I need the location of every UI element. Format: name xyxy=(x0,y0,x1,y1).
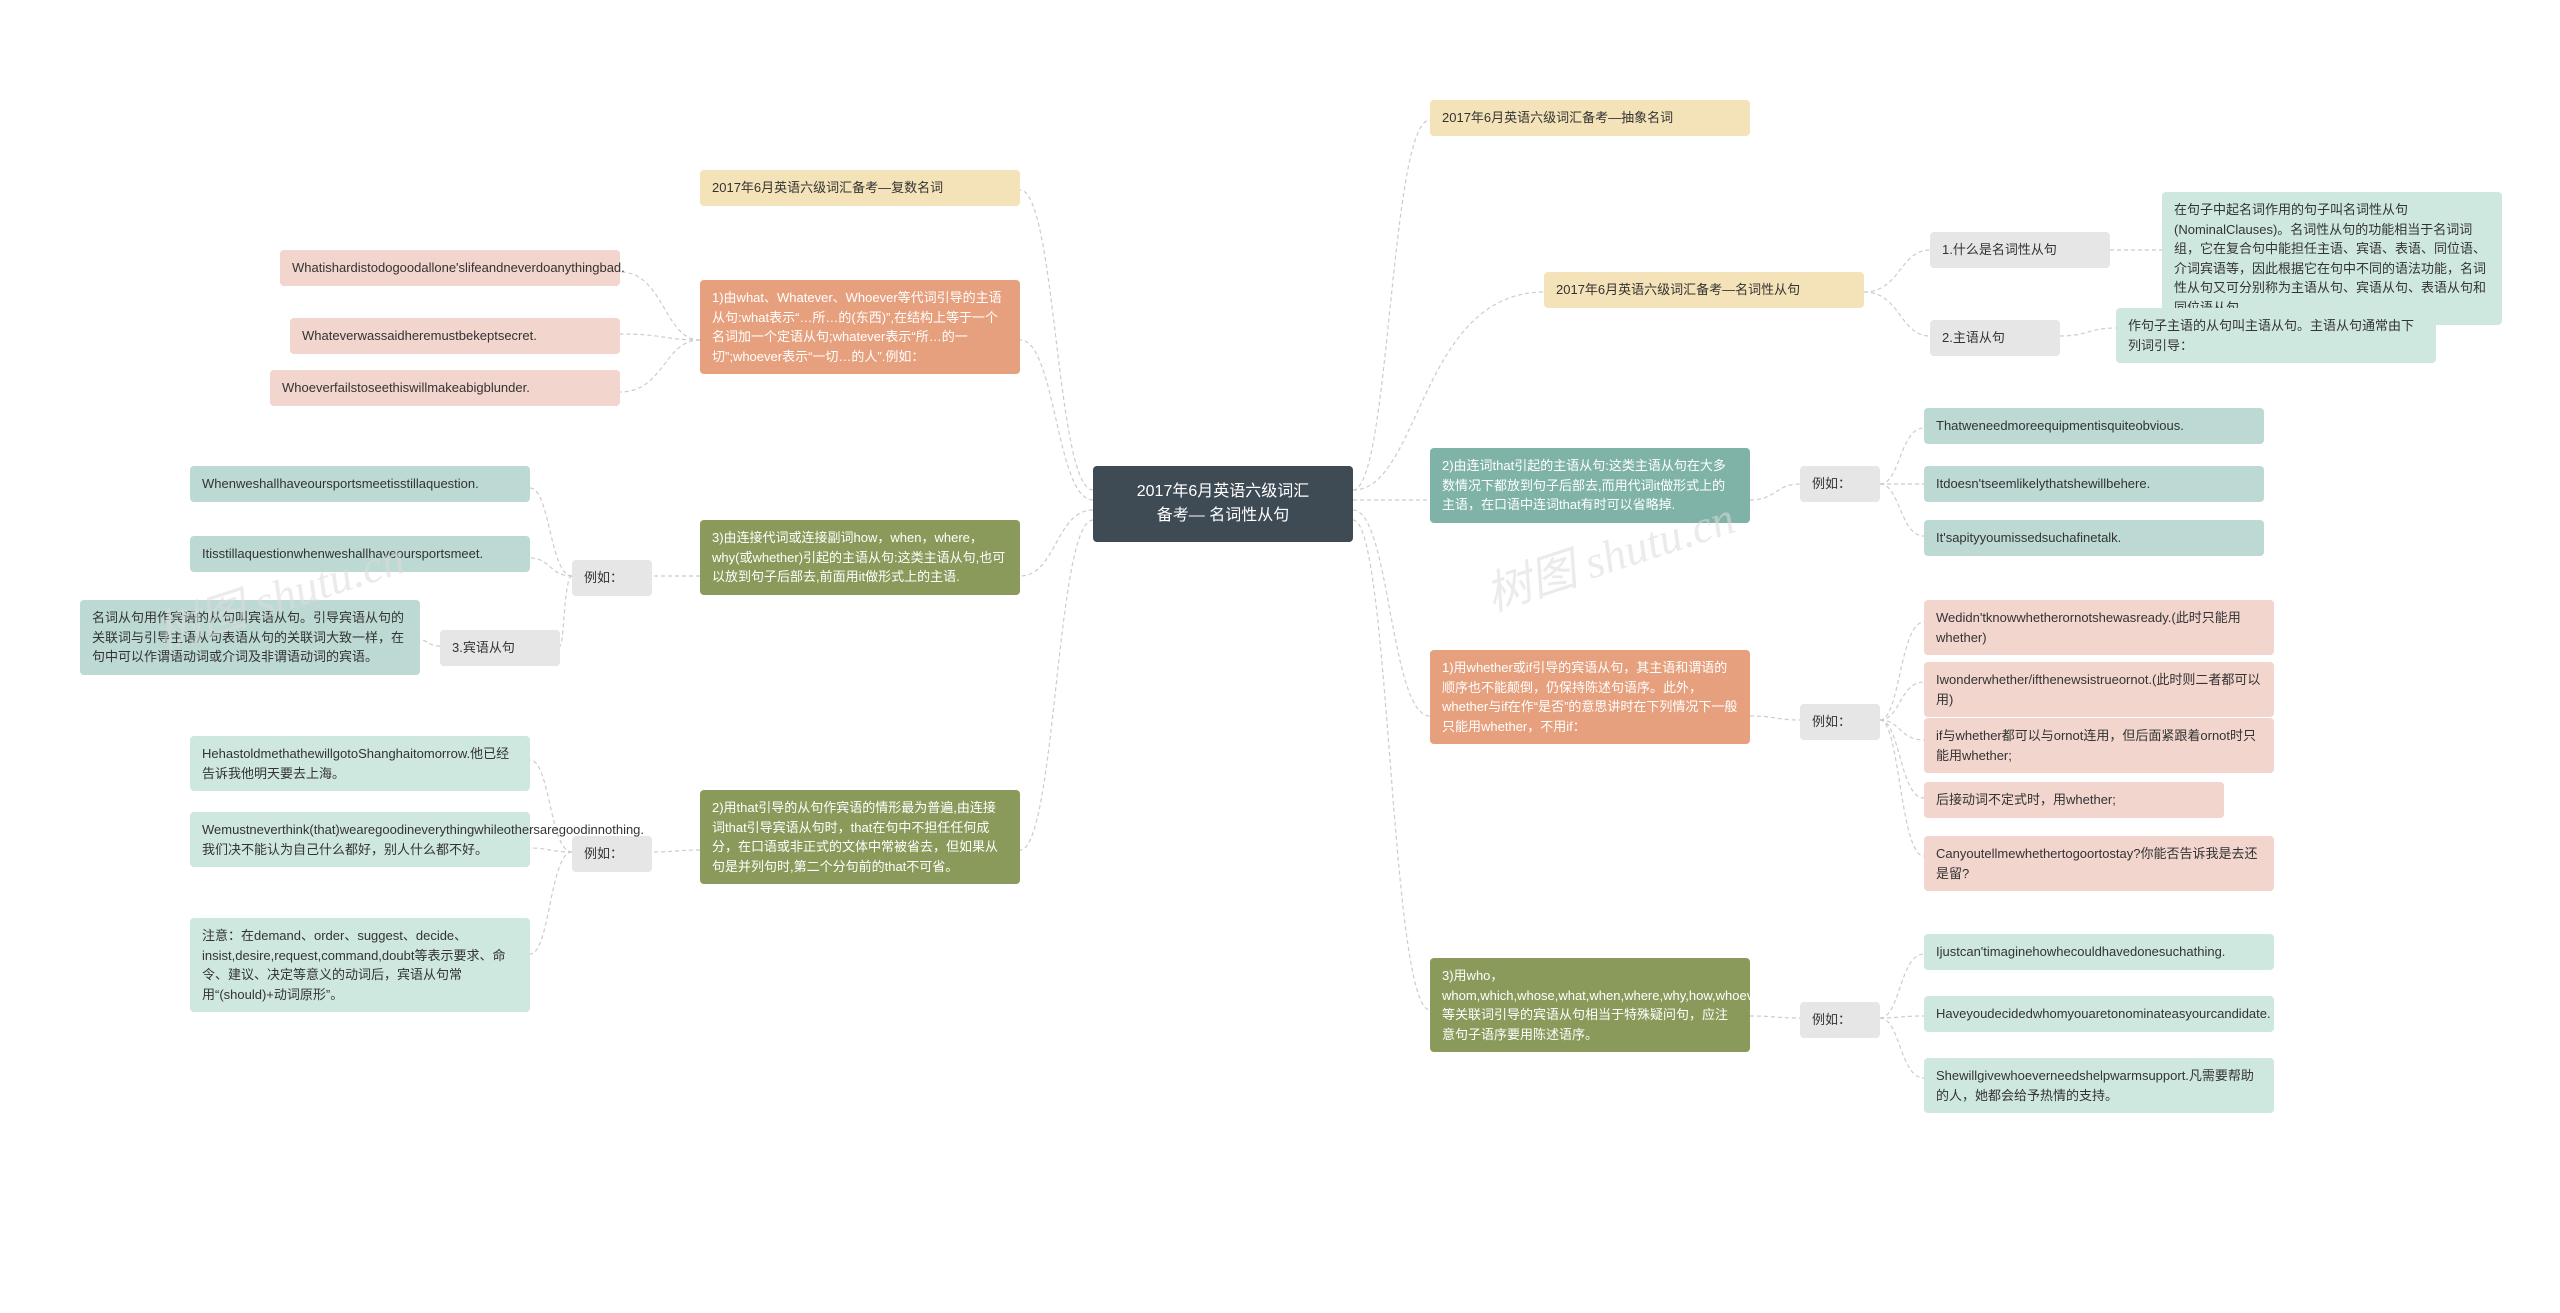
node-r1: 2017年6月英语六级词汇备考—抽象名词 xyxy=(1430,100,1750,136)
node-l4: 2)用that引导的从句作宾语的情形最为普遍,由连接词that引导宾语从句时，t… xyxy=(700,790,1020,884)
node-r2b1: 作句子主语的从句叫主语从句。主语从句通常由下列词引导： xyxy=(2116,308,2436,363)
node-r2a: 1.什么是名词性从句 xyxy=(1930,232,2110,268)
node-l2b: Whateverwassaidheremustbekeptsecret. xyxy=(290,318,620,354)
node-l4l: 例如： xyxy=(572,836,652,872)
node-r4c: if与whether都可以与ornot连用，但后面紧跟着ornot时只能用whe… xyxy=(1924,718,2274,773)
node-l1: 2017年6月英语六级词汇备考—复数名词 xyxy=(700,170,1020,206)
node-l4b: Wemustneverthink(that)wearegoodineveryth… xyxy=(190,812,530,867)
node-r3b: Itdoesn'tseemlikelythatshewillbehere. xyxy=(1924,466,2264,502)
node-r4b: Iwonderwhether/ifthenewsistrueornot.(此时则… xyxy=(1924,662,2274,717)
node-r3a: Thatweneedmoreequipmentisquiteobvious. xyxy=(1924,408,2264,444)
node-l2a: Whatishardistodogoodallone'slifeandnever… xyxy=(280,250,620,286)
node-r2b: 2.主语从句 xyxy=(1930,320,2060,356)
node-r4a: Wedidn'tknowwhetherornotshewasready.(此时只… xyxy=(1924,600,2274,655)
node-r2: 2017年6月英语六级词汇备考—名词性从句 xyxy=(1544,272,1864,308)
root-node: 2017年6月英语六级词汇备考— 名词性从句 xyxy=(1093,466,1353,542)
node-l4c: 注意：在demand、order、suggest、decide、insist,d… xyxy=(190,918,530,1012)
node-r4l: 例如： xyxy=(1800,704,1880,740)
node-r3l: 例如： xyxy=(1800,466,1880,502)
node-r4e: Canyoutellmewhethertogoortostay?你能否告诉我是去… xyxy=(1924,836,2274,891)
node-r5a: Ijustcan'timaginehowhecouldhavedonesucha… xyxy=(1924,934,2274,970)
node-r2a1: 在句子中起名词作用的句子叫名词性从句(NominalClauses)。名词性从句… xyxy=(2162,192,2502,325)
node-l3c: 3.宾语从句 xyxy=(440,630,560,666)
node-l2: 1)由what、Whatever、Whoever等代词引导的主语从句:what表… xyxy=(700,280,1020,374)
node-r3: 2)由连词that引起的主语从句:这类主语从句在大多数情况下都放到句子后部去,而… xyxy=(1430,448,1750,523)
node-r4d: 后接动词不定式时，用whether; xyxy=(1924,782,2224,818)
node-r3c: It'sapityyoumissedsuchafinetalk. xyxy=(1924,520,2264,556)
node-l3d: 名词从句用作宾语的从句叫宾语从句。引导宾语从句的关联词与引导主语从句表语从句的关… xyxy=(80,600,420,675)
node-r5: 3)用who，whom,which,whose,what,when,where,… xyxy=(1430,958,1750,1052)
node-l3: 3)由连接代词或连接副词how，when，where，why(或whether)… xyxy=(700,520,1020,595)
node-r5l: 例如： xyxy=(1800,1002,1880,1038)
node-l3b: Itisstillaquestionwhenweshallhaveourspor… xyxy=(190,536,530,572)
node-r5c: Shewillgivewhoeverneedshelpwarmsupport.凡… xyxy=(1924,1058,2274,1113)
node-l2c: Whoeverfailstoseethiswillmakeabigblunder… xyxy=(270,370,620,406)
node-l3l: 例如： xyxy=(572,560,652,596)
node-r4: 1)用whether或if引导的宾语从句，其主语和谓语的顺序也不能颠倒，仍保持陈… xyxy=(1430,650,1750,744)
node-r5b: Haveyoudecidedwhomyouaretonominateasyour… xyxy=(1924,996,2274,1032)
node-l4a: HehastoldmethathewillgotoShanghaitomorro… xyxy=(190,736,530,791)
node-l3a: Whenweshallhaveoursportsmeetisstillaques… xyxy=(190,466,530,502)
